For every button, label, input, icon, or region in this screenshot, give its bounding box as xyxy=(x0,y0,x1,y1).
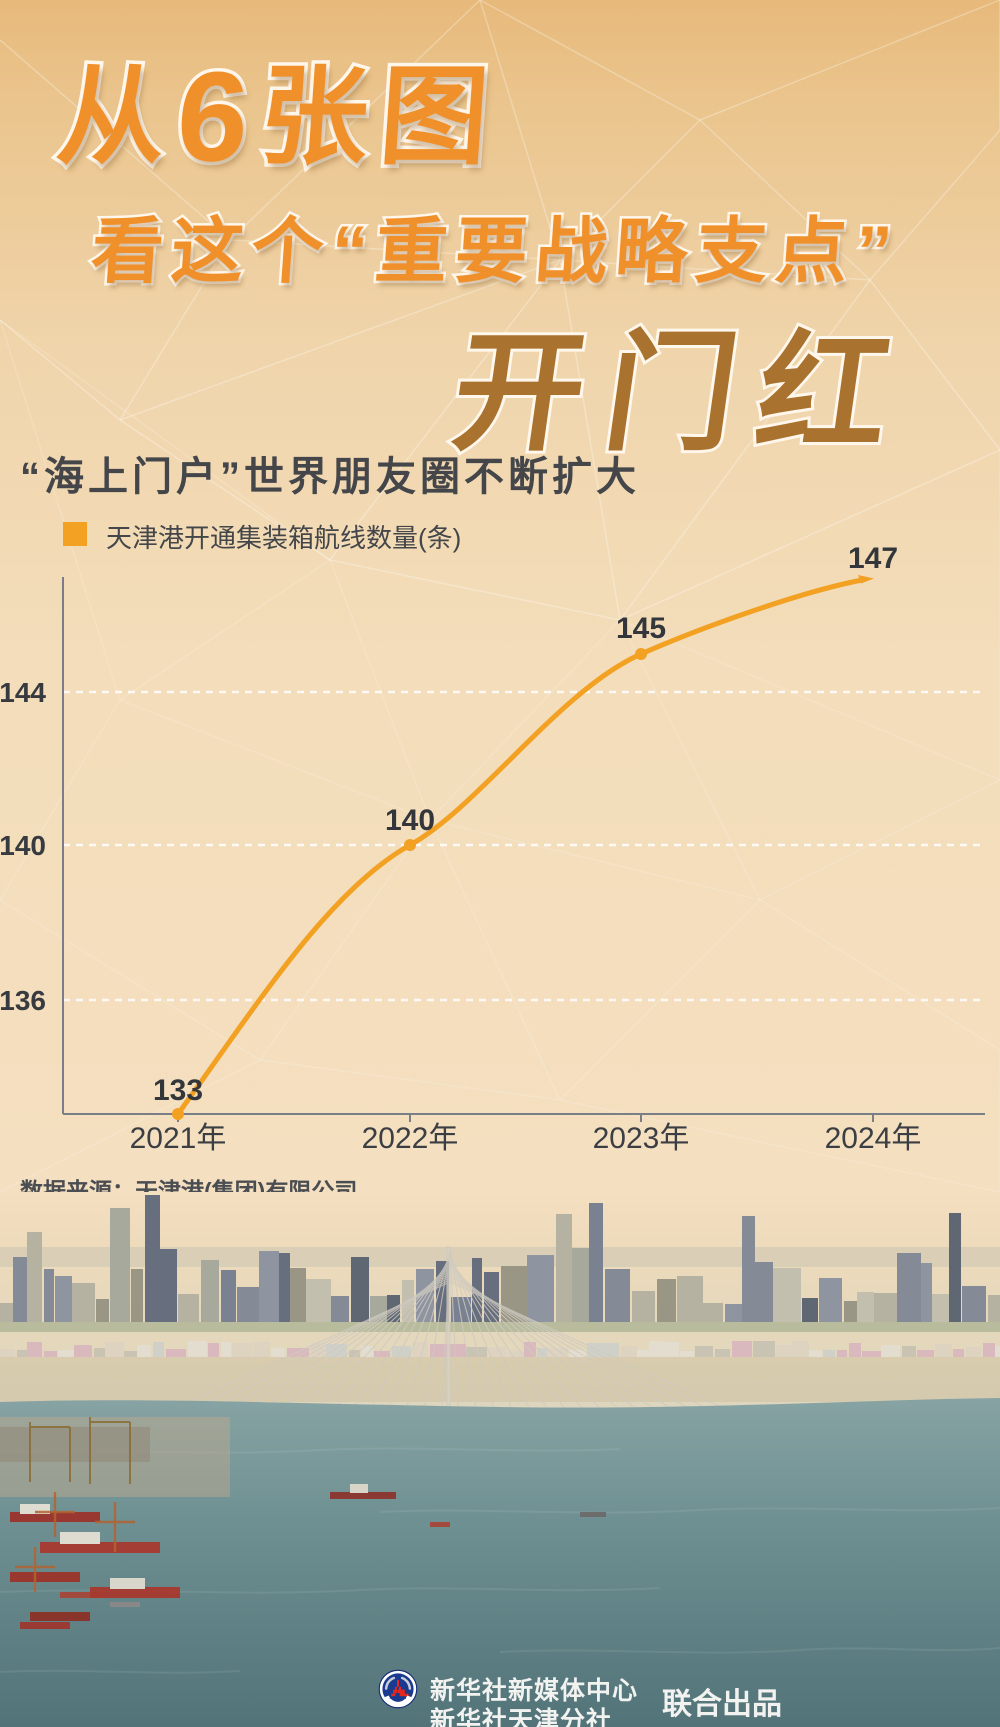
svg-text:133: 133 xyxy=(153,1074,203,1107)
svg-text:XINHUA: XINHUA xyxy=(390,1695,407,1700)
svg-text:2022年: 2022年 xyxy=(362,1122,459,1155)
svg-text:140: 140 xyxy=(0,830,46,861)
svg-text:136: 136 xyxy=(0,985,46,1016)
svg-text:144: 144 xyxy=(0,677,46,708)
svg-text:140: 140 xyxy=(385,804,435,837)
svg-text:2021年: 2021年 xyxy=(130,1122,227,1155)
svg-text:2024年: 2024年 xyxy=(825,1122,922,1155)
svg-text:145: 145 xyxy=(616,612,666,645)
svg-text:147: 147 xyxy=(848,542,898,575)
svg-text:2023年: 2023年 xyxy=(593,1122,690,1155)
